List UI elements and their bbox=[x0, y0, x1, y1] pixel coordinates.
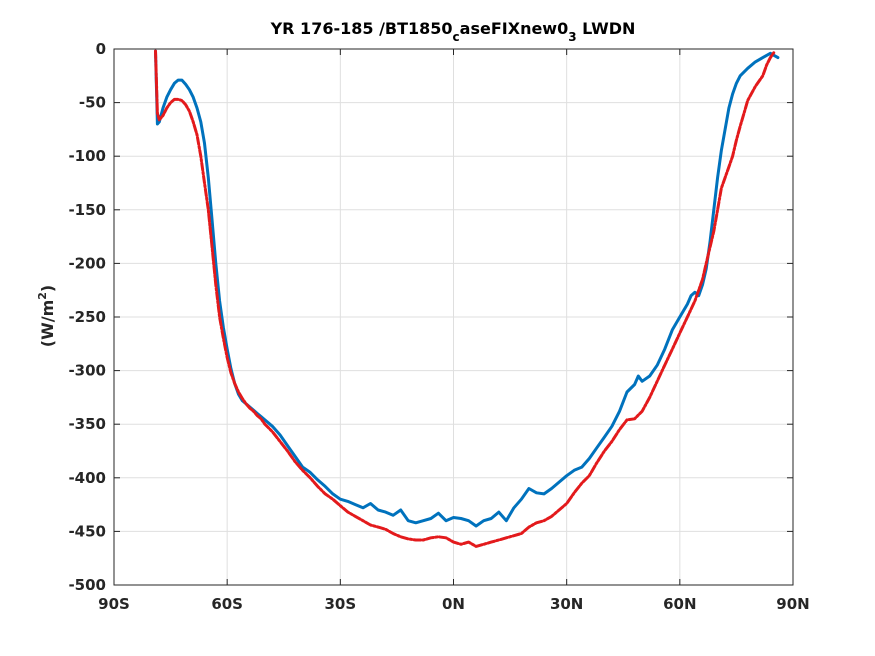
x-tick-label: 90S bbox=[98, 595, 130, 613]
y-tick-label: -350 bbox=[68, 415, 106, 433]
y-axis-label: (W/m2) bbox=[36, 285, 57, 347]
tick-layer: 90S 60S 30S 0N 30N 60N 90N 0 -50 -100 -150 -200 -250… bbox=[68, 40, 809, 613]
x-tick-label: 90N bbox=[776, 595, 809, 613]
y-tick-label: -200 bbox=[68, 254, 106, 272]
y-tick-label: -50 bbox=[79, 94, 106, 112]
x-tick-label: 30S bbox=[324, 595, 356, 613]
x-tick-label: 60S bbox=[211, 595, 243, 613]
chart-title: YR 176-185 /BT1850caseFIXnew03 LWDN bbox=[270, 19, 636, 44]
y-tick-label: -450 bbox=[68, 522, 106, 540]
y-tick-label: -100 bbox=[68, 147, 106, 165]
series-line-1 bbox=[154, 49, 780, 528]
y-tick-label: 0 bbox=[96, 40, 106, 58]
x-tick-label: 30N bbox=[550, 595, 583, 613]
y-tick-label: -300 bbox=[68, 362, 106, 380]
y-tick-label: -150 bbox=[68, 201, 106, 219]
series-line-2 bbox=[154, 49, 776, 548]
x-tick-label: 60N bbox=[663, 595, 696, 613]
y-tick-label: -250 bbox=[68, 308, 106, 326]
y-tick-label: -500 bbox=[68, 576, 106, 594]
x-tick-label: 0N bbox=[442, 595, 465, 613]
series-layer bbox=[154, 49, 780, 548]
grid bbox=[113, 48, 794, 586]
y-tick-label: -400 bbox=[68, 469, 106, 487]
